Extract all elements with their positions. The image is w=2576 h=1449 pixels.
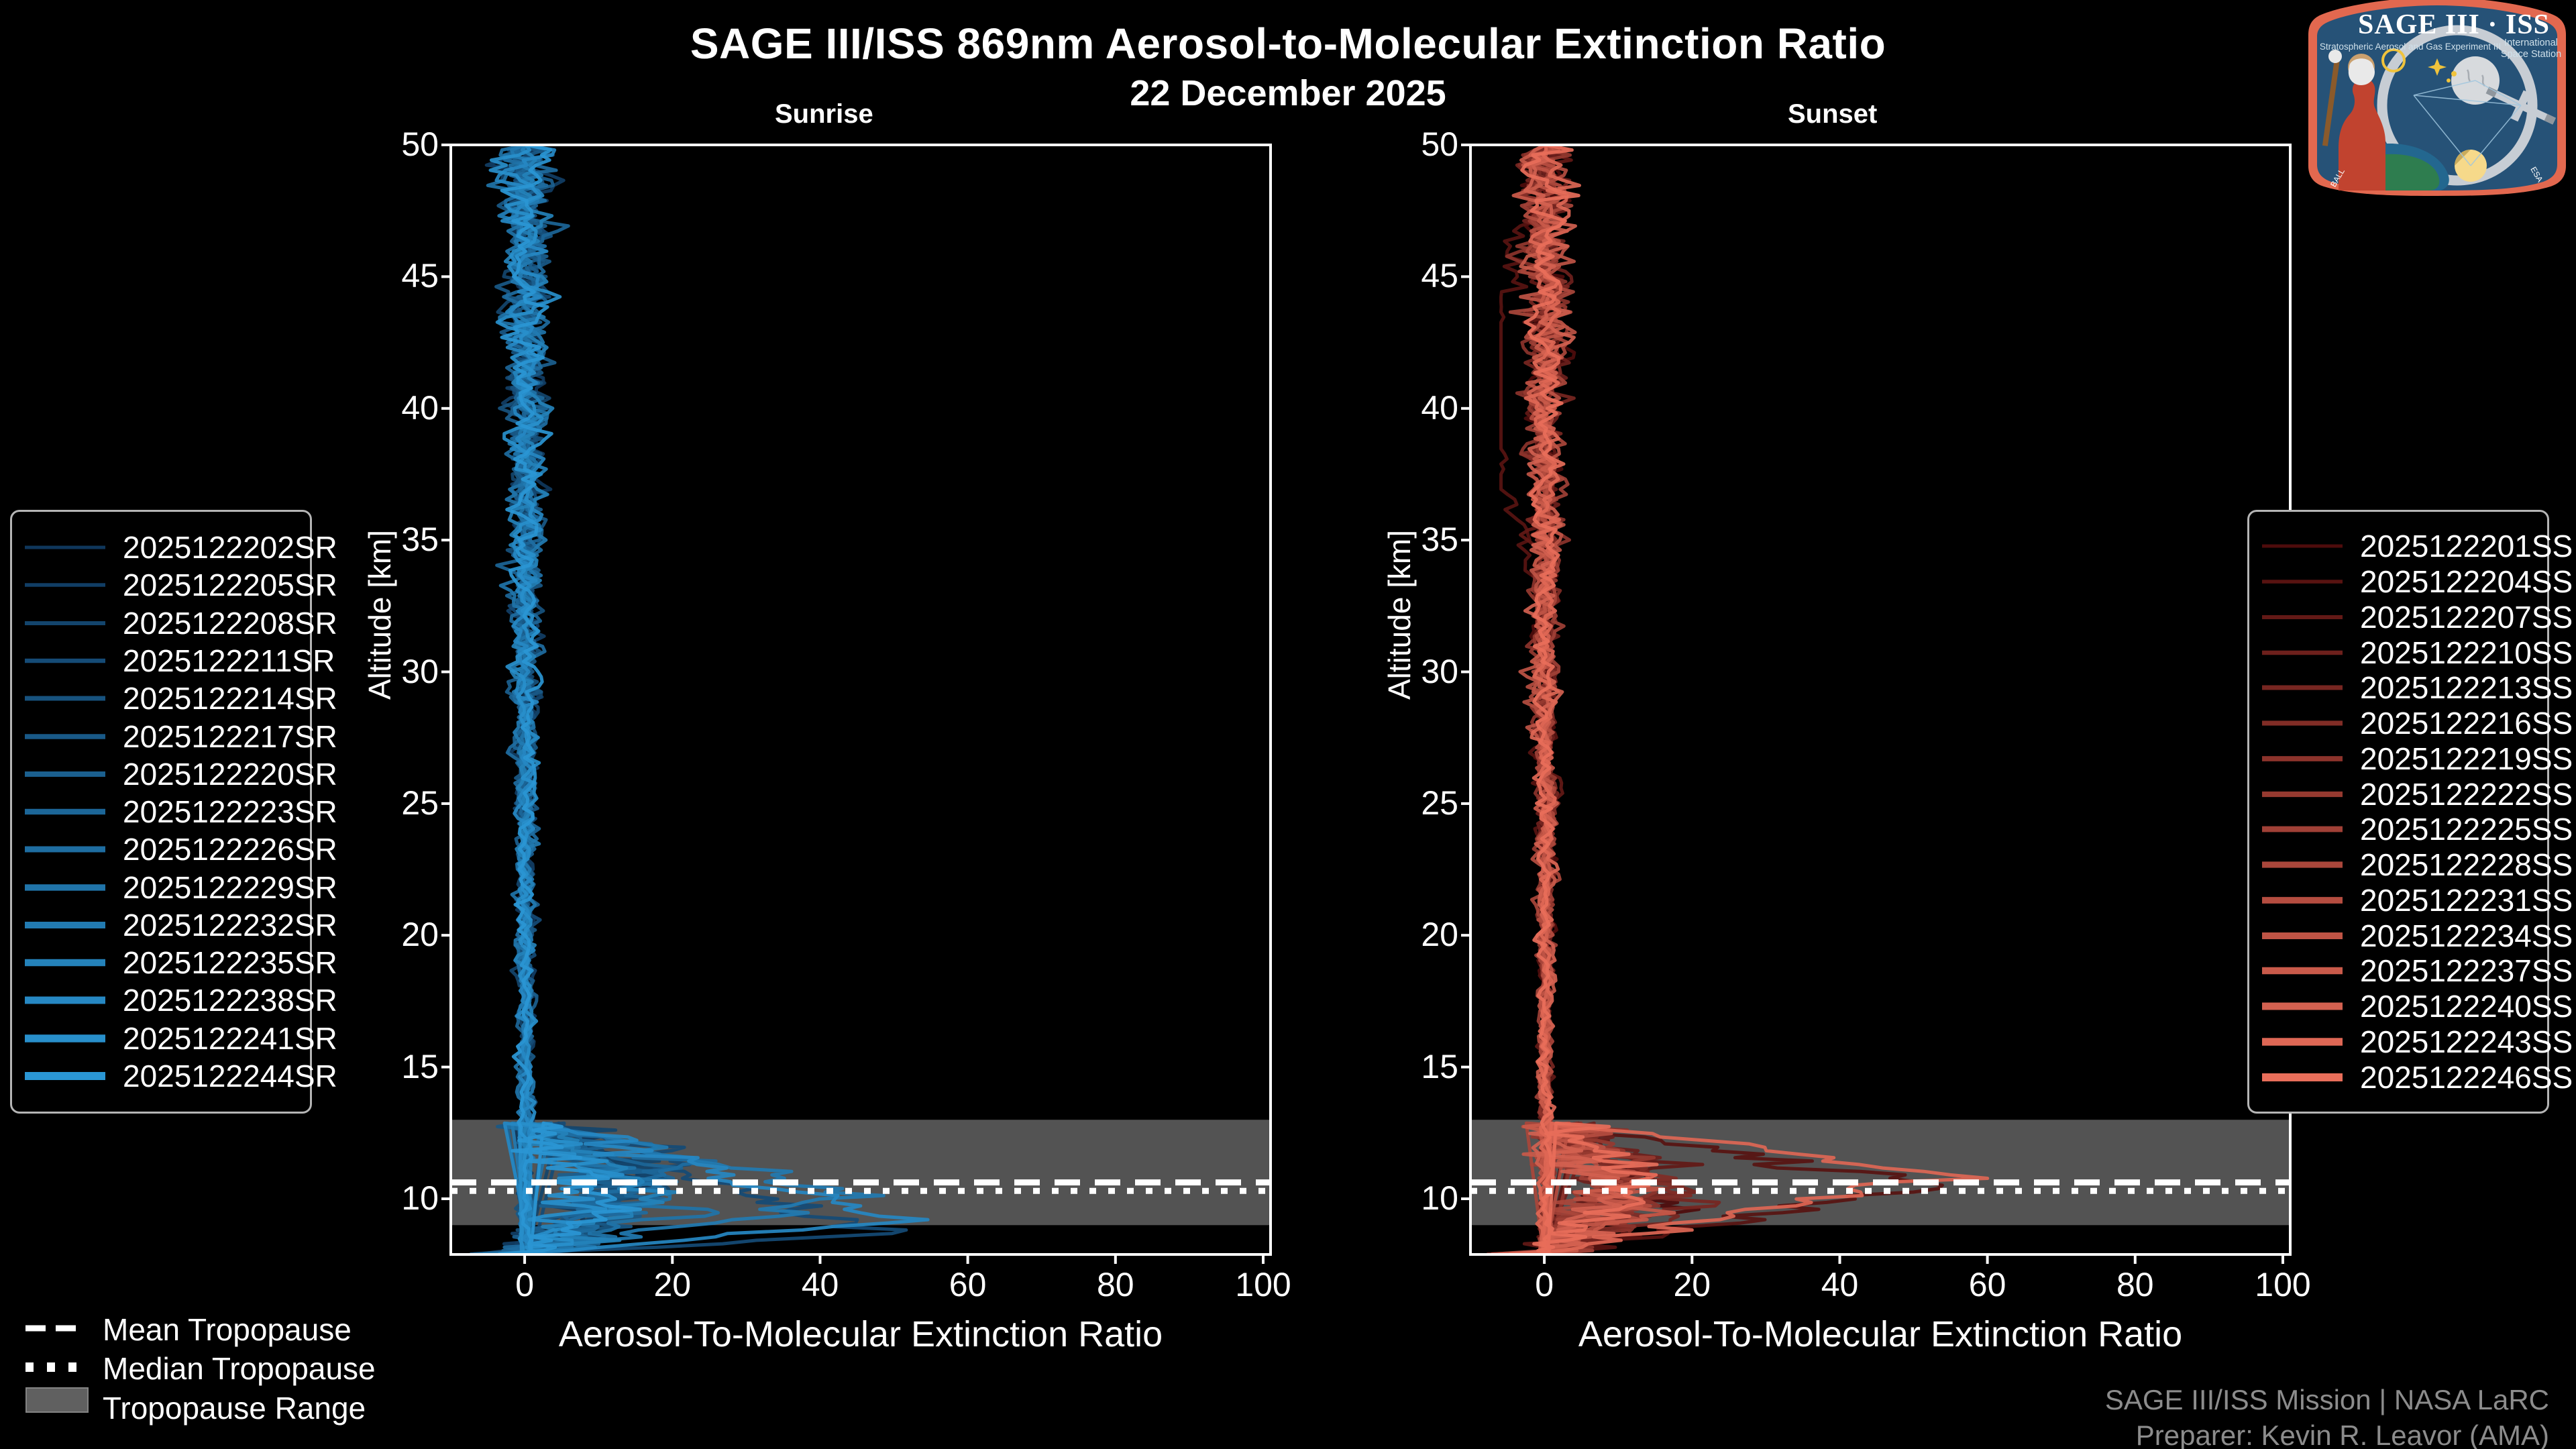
svg-text:Stratospheric Aerosol and Gas: Stratospheric Aerosol and Gas Experiment… (2320, 42, 2501, 52)
svg-text:International: International (2504, 38, 2558, 48)
svg-text:SAGE III · ISS: SAGE III · ISS (2358, 9, 2550, 40)
svg-text:Space Station: Space Station (2501, 49, 2561, 60)
